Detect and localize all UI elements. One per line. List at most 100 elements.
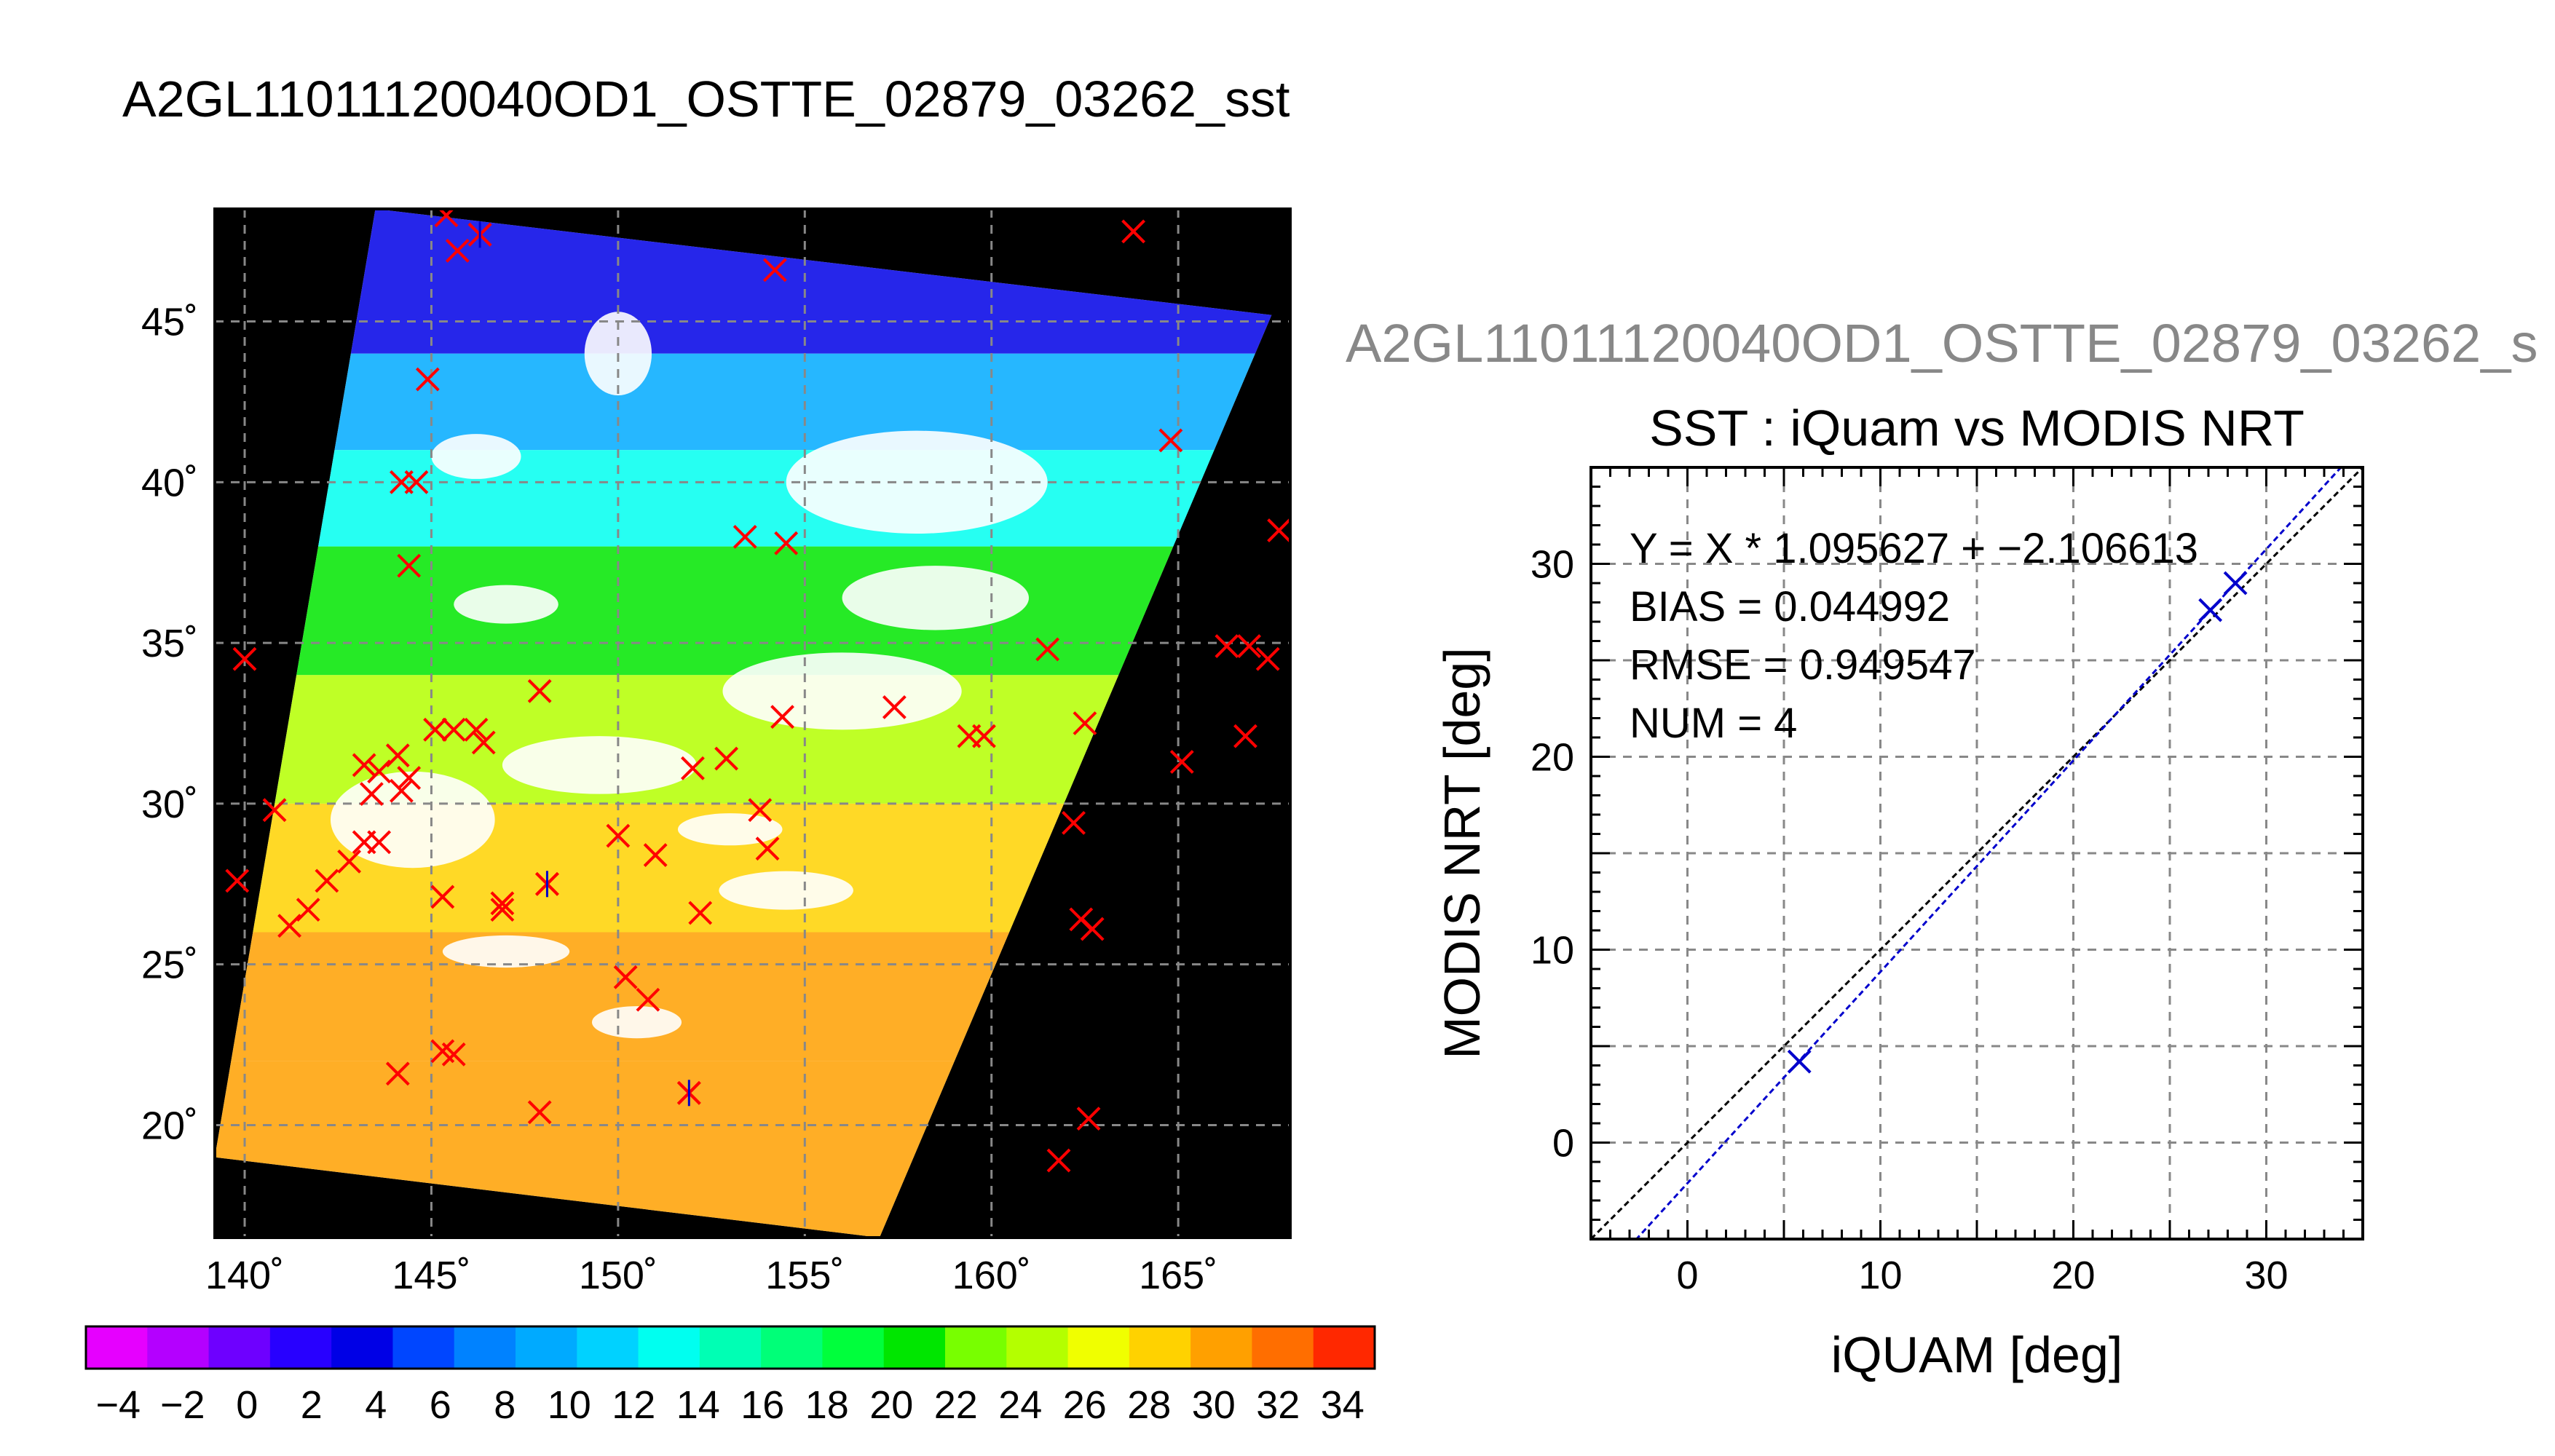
matchup-marker — [535, 871, 559, 898]
cloud-patch — [677, 813, 783, 846]
insitu-marker-stroke — [232, 646, 257, 671]
insitu-marker-stroke — [441, 717, 466, 742]
insitu-marker — [397, 553, 422, 578]
insitu-marker-stroke — [423, 717, 447, 742]
insitu-marker-stroke — [434, 209, 455, 228]
insitu-marker-stroke — [277, 914, 301, 938]
num-annotation: NUM = 4 — [1630, 700, 1797, 747]
colorbar-cell — [761, 1326, 824, 1369]
insitu-marker-stroke — [397, 766, 422, 790]
map-x-tick-label: 165˚ — [1139, 1254, 1217, 1297]
map-y-tick-label: 25˚ — [141, 943, 198, 987]
insitu-marker — [1062, 810, 1086, 835]
insitu-marker-stroke — [315, 869, 339, 893]
colorbar-cell — [577, 1326, 639, 1369]
scatter-y-tick-label: 20 — [1531, 736, 1574, 780]
insitu-marker — [606, 823, 631, 848]
insitu-marker-stroke — [367, 759, 392, 784]
scatter-x-tick-label: 10 — [1858, 1254, 1902, 1297]
insitu-marker-stroke — [1035, 637, 1060, 662]
cloud-patch — [786, 430, 1048, 534]
insitu-marker — [1267, 518, 1290, 542]
insitu-marker — [430, 885, 455, 909]
insitu-marker-stroke — [1046, 1148, 1071, 1173]
insitu-marker — [972, 724, 996, 748]
colorbar-cell — [331, 1326, 394, 1369]
map-x-tick-label: 160˚ — [952, 1254, 1031, 1297]
colorbar-cell — [1313, 1326, 1375, 1369]
colorbar-tick-label: 32 — [1256, 1383, 1300, 1427]
scatter-y-tick-label: 30 — [1531, 543, 1574, 587]
fit-equation-annotation: Y = X * 1.095627 + −2.106613 — [1630, 525, 2198, 572]
colorbar-cell — [1006, 1326, 1069, 1369]
insitu-marker-stroke — [1255, 646, 1280, 671]
scatter-point — [2223, 571, 2248, 596]
map-y-tick-label: 20˚ — [141, 1104, 198, 1147]
map-y-tick-label: 45˚ — [141, 301, 198, 344]
identity-line — [1591, 467, 2363, 1239]
insitu-marker-stroke — [404, 470, 429, 494]
map-y-tick-label: 35˚ — [141, 622, 198, 665]
insitu-marker — [423, 717, 447, 742]
colorbar-tick-label: 30 — [1192, 1383, 1236, 1427]
colorbar-frame — [84, 1325, 1376, 1370]
scatter-x-axis-label: iQUAM [deg] — [1831, 1326, 2123, 1383]
colorbar-cell — [699, 1326, 762, 1369]
colorbar-tick-label: 26 — [1063, 1383, 1107, 1427]
colorbar-tick-label: 16 — [741, 1383, 784, 1427]
scatter-point-stroke — [2198, 598, 2223, 622]
scatter-y-tick-label: 10 — [1531, 929, 1574, 973]
insitu-marker — [714, 746, 739, 771]
scatter-x-tick-label: 30 — [2244, 1254, 2288, 1297]
scatter-y-axis-label: MODIS NRT [deg] — [1434, 647, 1490, 1059]
insitu-marker-stroke — [1267, 518, 1290, 542]
insitu-marker — [385, 1061, 410, 1086]
insitu-marker — [762, 258, 787, 282]
insitu-marker — [1233, 724, 1257, 748]
insitu-marker — [636, 987, 660, 1012]
insitu-marker-stroke — [296, 898, 320, 922]
colorbar-tick-label: 24 — [998, 1383, 1042, 1427]
cloud-cover — [330, 312, 1048, 1039]
insitu-marker — [232, 646, 257, 671]
insitu-marker-stroke — [688, 901, 713, 925]
insitu-marker-stroke — [397, 553, 422, 578]
insitu-marker — [1215, 634, 1239, 658]
cloud-patch — [431, 434, 521, 479]
insitu-marker — [397, 766, 422, 790]
colorbar-cell — [1067, 1326, 1130, 1369]
insitu-marker — [1076, 1107, 1101, 1131]
colorbar-cell — [1129, 1326, 1191, 1369]
scatter-point — [2198, 598, 2223, 622]
colorbar-tick-label: 20 — [869, 1383, 913, 1427]
insitu-marker — [770, 705, 794, 729]
matchup-marker — [467, 221, 492, 248]
insitu-marker — [445, 238, 470, 263]
insitu-marker-stroke — [225, 869, 250, 893]
colorbar-cell — [392, 1326, 455, 1369]
map-x-tick-label: 155˚ — [765, 1254, 844, 1297]
main-title: A2GL11011120040OD1_OSTTE_02879_03262_sst — [122, 71, 1290, 127]
cloud-patch — [330, 771, 495, 869]
map-grid — [215, 209, 1290, 1238]
colorbar-tick-label: 8 — [494, 1383, 516, 1427]
colorbar-cell — [269, 1326, 332, 1369]
colorbar-tick-label: 14 — [676, 1383, 720, 1427]
colorbar-tick-label: −2 — [160, 1383, 205, 1427]
insitu-marker-stroke — [606, 823, 631, 848]
colorbar-tick-label: 0 — [236, 1383, 258, 1427]
insitu-marker-stroke — [490, 898, 515, 922]
insitu-marker-stroke — [359, 782, 384, 807]
insitu-marker — [1073, 711, 1097, 735]
map-y-tick-label: 30˚ — [141, 783, 198, 826]
sst-map-panel: 140˚ 145˚ 150˚ 155˚ 160˚ 165˚ 20˚ 25˚ 30˚ 35˚ 40˚… — [141, 207, 1292, 1297]
colorbar-tick-label: 34 — [1321, 1383, 1365, 1427]
insitu-marker-stroke — [367, 830, 392, 855]
insitu-marker-stroke — [762, 258, 787, 282]
insitu-marker-stroke — [262, 798, 287, 823]
scatter-y-tick-label: 0 — [1552, 1122, 1574, 1166]
colorbar-tick-label: 22 — [934, 1383, 978, 1427]
insitu-marker-stroke — [385, 1061, 410, 1086]
insitu-marker-stroke — [337, 849, 362, 874]
